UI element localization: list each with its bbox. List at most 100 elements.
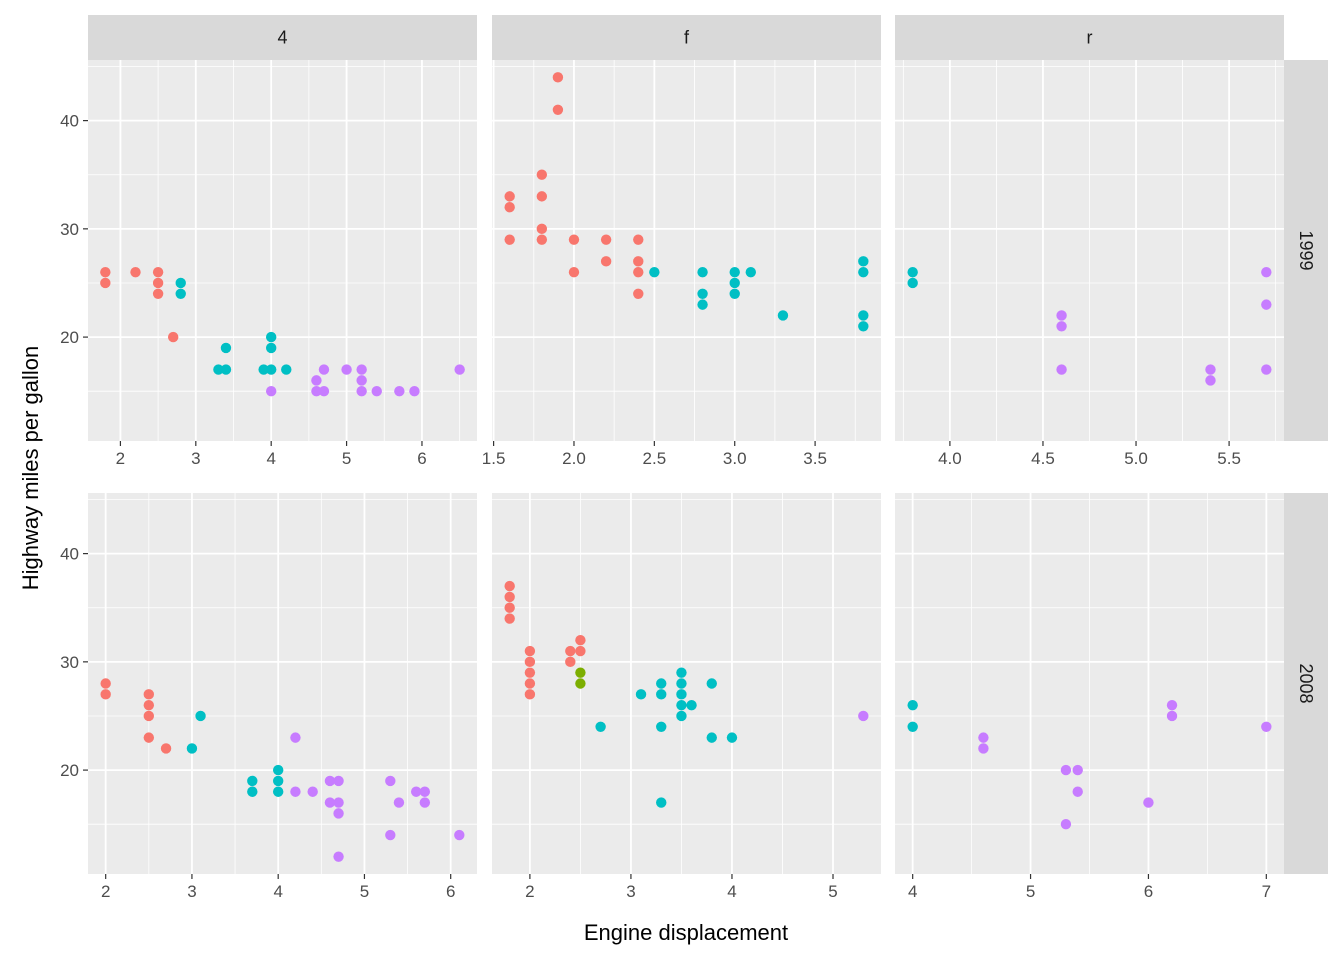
data-point [454, 829, 465, 841]
data-point [356, 375, 367, 386]
x-tick-label: 4 [273, 882, 282, 901]
data-point [100, 277, 111, 289]
data-point [281, 364, 292, 375]
x-tick-label: 6 [1144, 882, 1153, 901]
data-point [536, 191, 548, 202]
data-point [907, 266, 918, 278]
data-point [575, 678, 586, 689]
data-point [220, 342, 232, 354]
data-point [1056, 321, 1067, 332]
data-point [524, 667, 536, 678]
data-point [1056, 364, 1067, 375]
data-point [409, 386, 420, 397]
data-point [504, 591, 515, 603]
data-point [676, 699, 687, 711]
data-point [504, 602, 515, 613]
data-point [318, 364, 330, 375]
strip-row-0 [1284, 60, 1328, 441]
data-point [676, 710, 687, 722]
y-tick-label: 40 [60, 545, 79, 564]
data-point [729, 288, 740, 299]
data-point [1056, 310, 1067, 321]
data-point [552, 104, 564, 115]
y-tick-label: 40 [60, 112, 79, 131]
data-point [213, 364, 224, 375]
x-tick-label: 4 [727, 882, 736, 901]
data-point [575, 645, 586, 657]
data-point [600, 256, 612, 267]
data-point [220, 364, 232, 375]
x-tick-label: 2 [101, 882, 110, 901]
data-point [524, 689, 536, 700]
y-tick-label: 20 [60, 328, 79, 347]
strip-col-label-2: r [1087, 28, 1093, 48]
data-point [1261, 364, 1272, 375]
data-point [745, 266, 756, 278]
x-tick-label: 2.5 [643, 449, 667, 468]
data-point [152, 266, 164, 278]
data-point [410, 786, 422, 797]
data-point [978, 743, 989, 754]
data-point [1060, 819, 1072, 830]
data-point [195, 710, 206, 722]
x-tick-label: 3.0 [723, 449, 747, 468]
data-point [175, 288, 186, 299]
x-tick-label: 1.5 [482, 449, 506, 468]
data-point [143, 732, 155, 743]
data-point [777, 310, 789, 321]
data-point [356, 364, 367, 375]
panel-1999-r: 4.0 4.5 5.0 5.5 [895, 60, 1284, 468]
data-point [272, 764, 284, 776]
data-point [167, 331, 179, 343]
panel-background [88, 60, 477, 441]
data-point [858, 266, 869, 278]
data-point [552, 72, 564, 83]
x-axis-title: Engine displacement [584, 920, 788, 945]
data-point [272, 786, 284, 797]
data-point [524, 645, 536, 657]
data-point [676, 667, 687, 678]
data-point [1143, 797, 1154, 808]
data-point [656, 678, 667, 689]
x-tick-label: 4 [266, 449, 275, 468]
data-point [504, 234, 515, 245]
panel-1999-f: 1.5 2.0 2.5 3.0 3.5 [482, 60, 881, 468]
data-point [633, 288, 644, 299]
strip-col-1 [492, 15, 881, 60]
panel-2008-4: 2 3 4 5 6 20 30 40 [60, 493, 477, 901]
data-point [504, 202, 515, 213]
data-point [656, 797, 667, 808]
x-tick-label: 5 [1026, 882, 1035, 901]
strip-row-label-1: 2008 [1296, 663, 1316, 703]
data-point [100, 266, 111, 278]
data-point [143, 689, 155, 700]
data-point [311, 386, 322, 397]
x-tick-label: 5 [360, 882, 369, 901]
data-point [333, 851, 344, 862]
data-point [1261, 721, 1272, 732]
data-point [324, 797, 336, 808]
y-tick-label: 30 [60, 653, 79, 672]
x-tick-label: 3 [626, 882, 635, 901]
data-point [978, 732, 989, 743]
data-point [100, 678, 111, 689]
data-point [1166, 699, 1178, 711]
strip-row-1 [1284, 493, 1328, 874]
data-point [152, 288, 164, 299]
data-point [565, 645, 576, 657]
data-point [726, 732, 738, 743]
x-tick-label: 2 [116, 449, 125, 468]
data-point [1060, 764, 1072, 776]
data-point [635, 689, 647, 700]
data-point [1261, 266, 1272, 278]
data-point [1205, 375, 1216, 386]
strip-row-label-0: 1999 [1296, 230, 1316, 270]
data-point [907, 277, 918, 289]
data-point [100, 689, 111, 700]
x-tick-label: 5 [342, 449, 351, 468]
data-point [247, 786, 258, 797]
x-tick-label: 3 [191, 449, 200, 468]
strip-col-label-0: 4 [277, 28, 287, 48]
panel-background [492, 60, 881, 441]
